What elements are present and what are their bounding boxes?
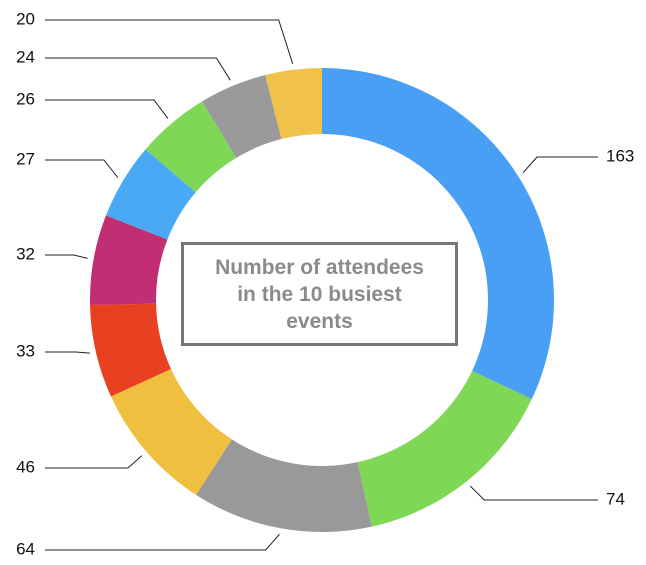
leader-line <box>45 351 91 354</box>
data-label: 26 <box>16 89 35 108</box>
leader-line <box>45 533 281 551</box>
donut-segment <box>357 370 532 527</box>
donut-segment <box>105 149 196 240</box>
donut-segment <box>202 75 282 158</box>
data-label: 24 <box>16 47 35 66</box>
data-label: 46 <box>16 457 35 476</box>
chart-title: Number of attendees in the 10 busiest ev… <box>181 242 458 346</box>
donut-segment <box>145 101 237 193</box>
leader-line <box>522 156 598 173</box>
leader-line <box>45 19 294 64</box>
data-label: 74 <box>606 489 625 508</box>
donut-segment <box>196 439 372 533</box>
data-label: 64 <box>16 539 35 558</box>
donut-segment <box>322 68 554 400</box>
data-label: 33 <box>16 341 35 360</box>
data-label: 163 <box>606 146 634 165</box>
leader-line <box>45 57 231 81</box>
donut-segment <box>111 369 232 495</box>
data-label: 32 <box>16 244 35 263</box>
leader-line <box>469 485 598 501</box>
donut-segment <box>90 303 172 397</box>
data-label: 20 <box>16 9 35 28</box>
leader-line <box>45 159 119 178</box>
data-label: 27 <box>16 149 35 168</box>
leader-line <box>45 254 88 259</box>
donut-segment <box>90 215 168 306</box>
leader-line <box>45 455 143 469</box>
donut-segment <box>265 68 322 140</box>
leader-line <box>45 99 169 119</box>
